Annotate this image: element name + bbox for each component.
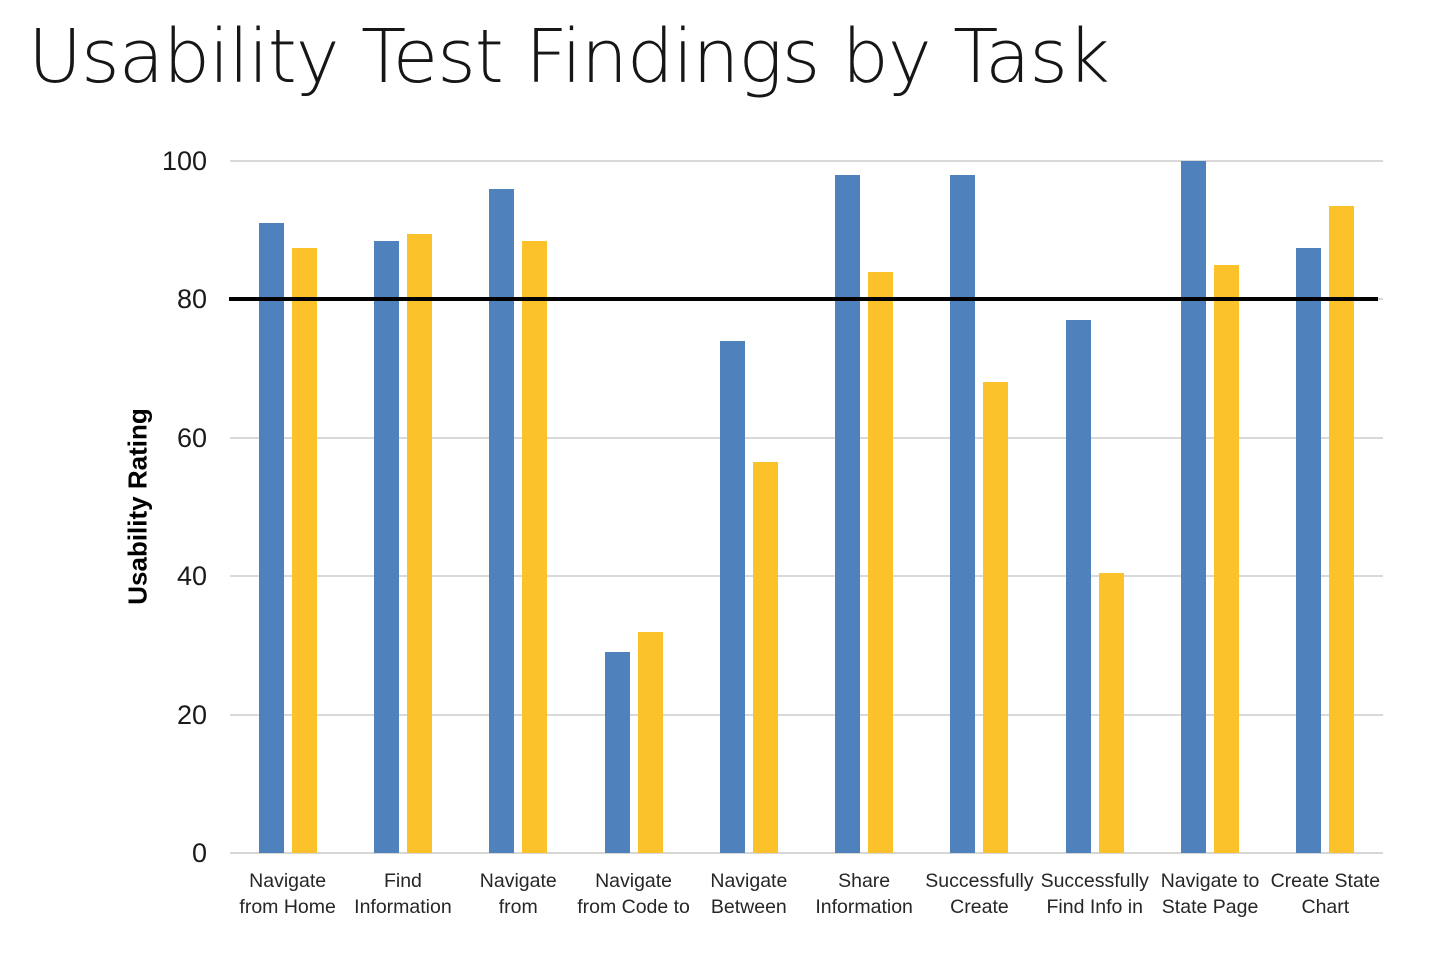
bar-gold — [1329, 205, 1355, 853]
x-category-label-line: Successfully — [925, 870, 1034, 892]
x-category-label: Find Information — [342, 868, 464, 920]
x-category-label-line: Navigate — [710, 870, 788, 892]
y-tick-label: 80 — [176, 284, 207, 315]
x-category-label: Share Information — [803, 868, 925, 920]
bar-gold — [637, 631, 663, 853]
x-category-label: Navigate from Home — [227, 868, 349, 920]
y-axis-title: Usability Rating — [122, 408, 153, 605]
x-category-label: Navigate from — [457, 868, 579, 920]
x-category-label-line: from Home — [239, 896, 336, 918]
x-category-label-line: Between — [710, 896, 787, 918]
x-category-label: Create State Chart — [1264, 868, 1386, 920]
reference-line-80 — [229, 297, 1378, 302]
bar-gold — [406, 233, 432, 853]
bar-gold — [752, 462, 778, 853]
x-category-label: Successfully Find Info in — [1034, 868, 1156, 920]
bar-gold — [291, 247, 317, 853]
gridline — [230, 436, 1383, 439]
bar-gold — [983, 382, 1009, 853]
gridline — [230, 713, 1383, 716]
y-tick-label: 0 — [191, 838, 207, 868]
y-tick-label: 100 — [161, 146, 207, 176]
x-category-label-line: Navigate — [479, 870, 557, 892]
y-tick-label: 40 — [176, 561, 207, 592]
bar-blue — [835, 174, 861, 853]
x-category-label-line: Information — [354, 896, 452, 918]
bar-gold — [1098, 572, 1124, 853]
chart-title: Usability Test Findings by Task — [28, 14, 1110, 100]
bar-gold — [1214, 264, 1240, 853]
x-category-label-line: Chart — [1301, 896, 1350, 918]
x-category-label: Navigate from Code to — [573, 868, 695, 920]
x-category-label-line: from — [498, 896, 538, 918]
bar-gold — [868, 271, 894, 853]
x-category-label-line: Find — [383, 870, 422, 892]
bar-blue — [1065, 320, 1091, 853]
gridline — [230, 575, 1383, 578]
x-category-label-line: Navigate — [249, 870, 327, 892]
x-category-label-line: Successfully — [1040, 870, 1149, 892]
x-category-label: Navigate to State Page — [1149, 868, 1271, 920]
bar-blue — [1296, 247, 1322, 853]
x-category-label-line: Create State — [1270, 870, 1381, 892]
bar-blue — [489, 188, 515, 853]
x-category-label-line: Navigate — [595, 870, 673, 892]
x-category-label-line: Navigate to — [1160, 870, 1260, 892]
x-category-label-line: Information — [815, 896, 913, 918]
x-category-label: Successfully Create — [918, 868, 1040, 920]
bar-blue — [373, 240, 399, 853]
x-category-label-line: State Page — [1161, 896, 1259, 918]
x-category-label-line: from Code to — [577, 896, 690, 918]
x-category-label-line: Find Info in — [1046, 896, 1143, 918]
bar-blue — [604, 652, 630, 853]
x-category-label-line: Create — [950, 896, 1009, 918]
y-tick-label: 20 — [176, 699, 207, 730]
bar-blue — [1181, 161, 1207, 853]
bar-blue — [950, 174, 976, 853]
bar-blue — [258, 223, 284, 853]
x-axis-line — [230, 852, 1383, 854]
x-category-label-line: Share — [838, 870, 891, 892]
x-category-label: Navigate Between — [688, 868, 810, 920]
bar-blue — [719, 340, 745, 853]
bar-gold — [522, 240, 548, 853]
y-tick-label: 60 — [176, 422, 207, 453]
gridline — [230, 160, 1383, 162]
